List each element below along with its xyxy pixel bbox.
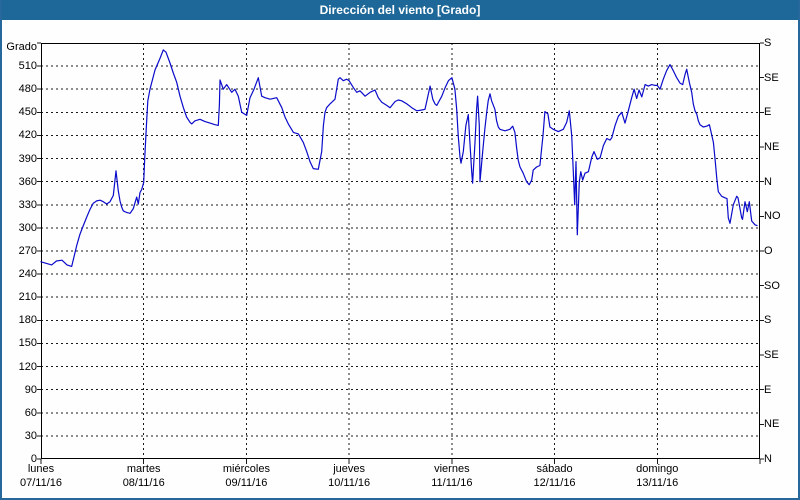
y-tick-label-right: NE	[764, 418, 780, 431]
y-tick-label-right: NO	[764, 210, 781, 223]
x-tick-date: 10/11/16	[328, 477, 371, 489]
y-tick-label-right: S	[764, 314, 772, 327]
y-tick-label-left: 210	[18, 291, 37, 304]
x-tick-date: 09/11/16	[225, 477, 268, 489]
series-line	[40, 49, 758, 267]
y-tick-label-right: S	[764, 37, 772, 49]
y-tick-label-left: 150	[18, 337, 37, 350]
x-tick-weekday: martes	[126, 463, 161, 475]
y-tick-label-right: N	[764, 175, 772, 188]
y-tick-label-right: SO	[764, 279, 780, 292]
x-tick-date: 11/11/16	[431, 477, 473, 489]
y-tick-label-left: 420	[18, 129, 37, 142]
y-tick-label-right: N	[764, 453, 772, 465]
plot-frame	[41, 43, 760, 459]
x-tick-date: 08/11/16	[122, 477, 165, 489]
y-tick-label-right: SE	[764, 349, 779, 361]
y-tick-label-right: E	[764, 106, 772, 119]
y-tick-label-left: 300	[18, 221, 37, 234]
y-tick-label-left: 60	[24, 406, 37, 419]
x-tick-weekday: sábado	[536, 463, 573, 475]
y-tick-label-left: 30	[24, 429, 37, 442]
y-tick-label-left: 270	[18, 245, 37, 257]
y-tick-label-left: 90	[24, 383, 37, 396]
chart-area: Grado 0 30 60 90 120 150 180 210 240 270 300 330 360…	[2, 20, 798, 498]
y-tick-label-right: E	[764, 383, 772, 396]
y-tick-label-right: SE	[764, 71, 779, 84]
y-tick-label-left: 360	[18, 175, 37, 188]
x-tick-date: 07/11/16	[19, 477, 62, 489]
title-bar[interactable]: Dirección del viento [Grado]	[2, 0, 798, 20]
x-tick-weekday: lunes	[27, 463, 55, 475]
y-tick-label-right: O	[764, 245, 773, 257]
y-tick-label-left: 120	[18, 360, 37, 373]
chart-plot	[37, 42, 764, 464]
y-tick-label-left: 480	[18, 83, 37, 96]
y-tick-label-left: 330	[18, 198, 37, 211]
y-tick-label-left: 510	[18, 60, 37, 73]
y-tick-label-left: 180	[18, 314, 37, 327]
x-tick-date: 12/11/16	[533, 477, 576, 489]
x-tick-weekday: viernes	[434, 463, 470, 475]
y-tick-label-left: 390	[18, 152, 37, 165]
chart-title: Dirección del viento [Grado]	[319, 3, 481, 17]
y-tick-label-left: 450	[18, 106, 37, 119]
y-tick-label-left: 0	[30, 453, 37, 465]
y-tick-label-right: NE	[764, 141, 780, 153]
y-tick-label-left: 240	[18, 268, 37, 281]
x-tick-weekday: domingo	[636, 463, 679, 475]
x-tick-weekday: miércoles	[222, 463, 270, 475]
y-axis-title: Grado	[6, 41, 37, 53]
x-tick-date: 13/11/16	[636, 477, 679, 489]
x-tick-weekday: jueves	[333, 463, 366, 475]
